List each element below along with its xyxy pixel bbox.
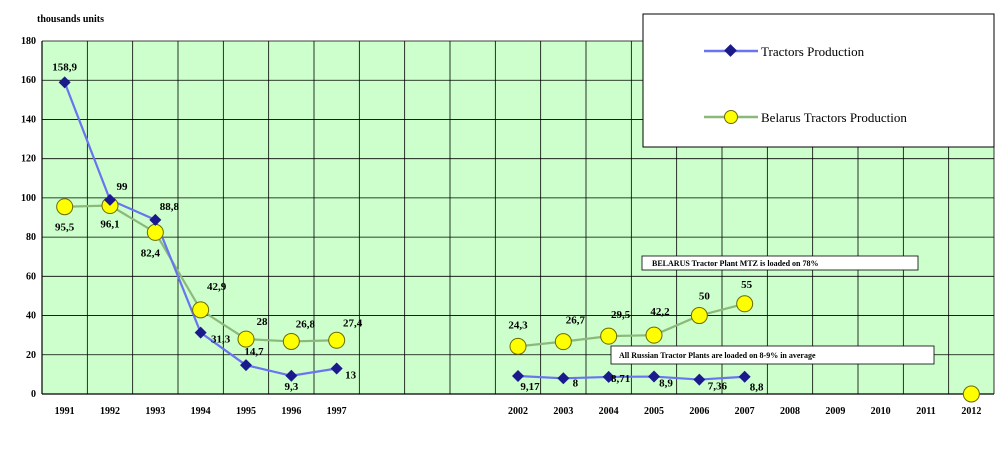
tractors-point [285, 369, 298, 382]
x-tick-label: 2003 [553, 406, 573, 417]
x-tick-label: 2012 [961, 406, 981, 417]
belarus-data-label: 42,2 [650, 306, 670, 318]
belarus-point [690, 307, 708, 325]
y-axis-unit-label: thousands units [37, 14, 104, 25]
legend-label-tractors: Tractors Production [761, 44, 865, 59]
x-tick-label: 2002 [508, 406, 528, 417]
belarus-data-label: 28 [257, 316, 269, 328]
belarus-point [328, 331, 346, 349]
y-tick-label: 40 [26, 311, 36, 322]
annotation-belarus-load: BELARUS Tractor Plant MTZ is loaded on 7… [652, 259, 818, 268]
tractors-data-label: 8,71 [611, 373, 630, 385]
y-tick-label: 120 [21, 154, 36, 165]
y-tick-label: 180 [21, 36, 36, 47]
x-tick-label: 2005 [644, 406, 664, 417]
x-tick-label: 2006 [689, 406, 709, 417]
y-tick-label: 100 [21, 193, 36, 204]
x-tick-label: 1992 [100, 406, 120, 417]
legend-marker-belarus [724, 110, 738, 124]
belarus-point [282, 332, 300, 350]
tractors-data-label: 7,36 [708, 381, 728, 393]
tractors-data-label: 13 [345, 370, 357, 382]
x-tick-label: 2007 [735, 406, 755, 417]
x-tick-label: 2004 [599, 406, 619, 417]
tractors-point [693, 373, 706, 386]
tractors-data-label: 14,7 [244, 346, 264, 358]
tractors-data-label: 8 [573, 377, 579, 389]
x-tick-label: 2010 [871, 406, 891, 417]
x-tick-label: 1993 [145, 406, 165, 417]
belarus-point [237, 330, 255, 348]
belarus-data-label: 26,8 [296, 318, 316, 330]
belarus-point [509, 337, 527, 355]
belarus-data-label: 50 [699, 291, 711, 303]
annotation-box-russia [610, 345, 935, 365]
x-tick-label: 2011 [916, 406, 935, 417]
belarus-point [962, 385, 980, 403]
belarus-data-label: 96,1 [100, 219, 119, 231]
belarus-data-label: 29,5 [611, 309, 631, 321]
belarus-point [645, 326, 663, 344]
tractors-point [738, 370, 751, 383]
series-line-tractors [517, 374, 745, 381]
y-tick-label: 140 [21, 114, 36, 125]
belarus-data-label: 42,9 [207, 281, 227, 293]
legend-label-belarus: Belarus Tractors Production [761, 110, 907, 125]
belarus-point [736, 295, 754, 313]
belarus-point [146, 223, 164, 241]
tractors-point [194, 326, 207, 339]
tractors-point [104, 193, 116, 206]
belarus-point [56, 198, 74, 216]
y-tick-label: 60 [26, 271, 36, 282]
tractors-point [648, 370, 660, 383]
tractors-data-label: 88,8 [160, 201, 180, 213]
belarus-data-label: 27,4 [343, 317, 363, 329]
belarus-data-label: 24,3 [508, 319, 528, 331]
annotation-russia-load: All Russian Tractor Plants are loaded on… [619, 351, 816, 360]
tractors-data-label: 158,9 [52, 61, 77, 73]
tractors-point [58, 76, 71, 89]
tractors-data-label: 9,17 [520, 381, 540, 393]
tractors-point [149, 213, 162, 226]
belarus-point [600, 327, 618, 345]
tractors-data-label: 9,3 [284, 381, 298, 393]
x-tick-label: 1991 [55, 406, 75, 417]
belarus-data-label: 26,7 [566, 315, 586, 327]
tractors-data-label: 31,3 [211, 334, 231, 346]
x-tick-label: 2008 [780, 406, 800, 417]
belarus-point [554, 333, 572, 351]
y-tick-label: 0 [31, 389, 36, 400]
belarus-data-label: 95,5 [55, 222, 75, 234]
x-tick-label: 1995 [236, 406, 256, 417]
x-tick-label: 2009 [825, 406, 845, 417]
belarus-data-label: 55 [741, 279, 753, 291]
tractors-data-label: 99 [117, 181, 129, 193]
tractors-point [557, 372, 570, 385]
annotation-box-belarus [641, 255, 919, 271]
legend-box [642, 13, 995, 148]
belarus-data-label: 82,4 [141, 247, 161, 259]
y-tick-label: 160 [21, 75, 36, 86]
x-tick-label: 1997 [327, 406, 347, 417]
tractors-point [240, 359, 252, 372]
tractors-data-label: 8,8 [750, 382, 764, 394]
tractors-point [602, 370, 615, 383]
x-tick-label: 1994 [191, 406, 211, 417]
tractors-point [330, 362, 343, 375]
x-tick-label: 1996 [281, 406, 301, 417]
y-tick-label: 20 [26, 350, 36, 361]
y-tick-label: 80 [26, 232, 36, 243]
tractors-data-label: 8,9 [659, 378, 673, 390]
tractors-point [512, 370, 524, 383]
belarus-point [192, 301, 210, 319]
